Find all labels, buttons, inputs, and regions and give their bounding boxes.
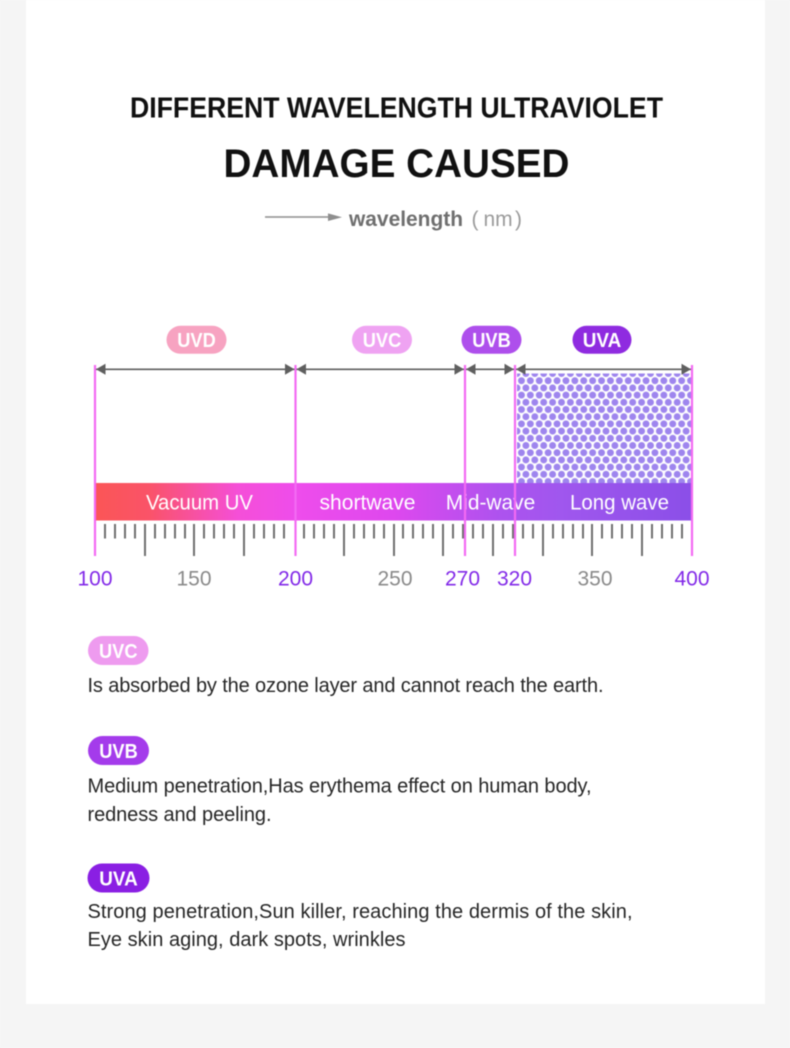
svg-text:200: 200 (278, 568, 313, 591)
svg-text:400: 400 (674, 568, 709, 591)
svg-text:Vacuum UV: Vacuum UV (146, 492, 253, 515)
svg-text:Mid-wave: Mid-wave (446, 492, 536, 515)
svg-text:Strong penetration,Sun killer,: Strong penetration,Sun killer, reaching … (88, 901, 633, 923)
svg-text:redness and peeling.: redness and peeling. (88, 804, 272, 826)
svg-text:UVB: UVB (472, 330, 511, 352)
svg-text:UVA: UVA (583, 330, 622, 352)
svg-text:320: 320 (497, 568, 532, 591)
svg-text:Long wave: Long wave (570, 492, 669, 515)
svg-text:UVC: UVC (363, 330, 402, 352)
svg-text:100: 100 (77, 568, 112, 591)
svg-text:(nm): (nm) (472, 208, 523, 231)
svg-text:270: 270 (445, 568, 480, 591)
svg-text:UVB: UVB (99, 741, 138, 763)
svg-text:wavelength: wavelength (348, 208, 463, 231)
svg-text:UVA: UVA (99, 868, 138, 890)
svg-text:DAMAGE CAUSED: DAMAGE CAUSED (224, 142, 570, 186)
svg-text:Eye skin aging, dark spots, wr: Eye skin aging, dark spots, wrinkles (88, 929, 406, 951)
svg-text:250: 250 (377, 568, 412, 591)
svg-text:Medium penetration,Has erythem: Medium penetration,Has erythema effect o… (88, 776, 592, 798)
svg-text:UVD: UVD (177, 330, 216, 352)
svg-text:150: 150 (176, 568, 211, 591)
svg-text:DIFFERENT WAVELENGTH ULTRAVIOL: DIFFERENT WAVELENGTH ULTRAVIOLET (130, 93, 663, 125)
svg-text:shortwave: shortwave (320, 492, 416, 515)
svg-text:Is absorbed by the ozone layer: Is absorbed by the ozone layer and canno… (88, 675, 604, 697)
svg-text:UVC: UVC (99, 641, 138, 663)
svg-text:350: 350 (577, 568, 612, 591)
